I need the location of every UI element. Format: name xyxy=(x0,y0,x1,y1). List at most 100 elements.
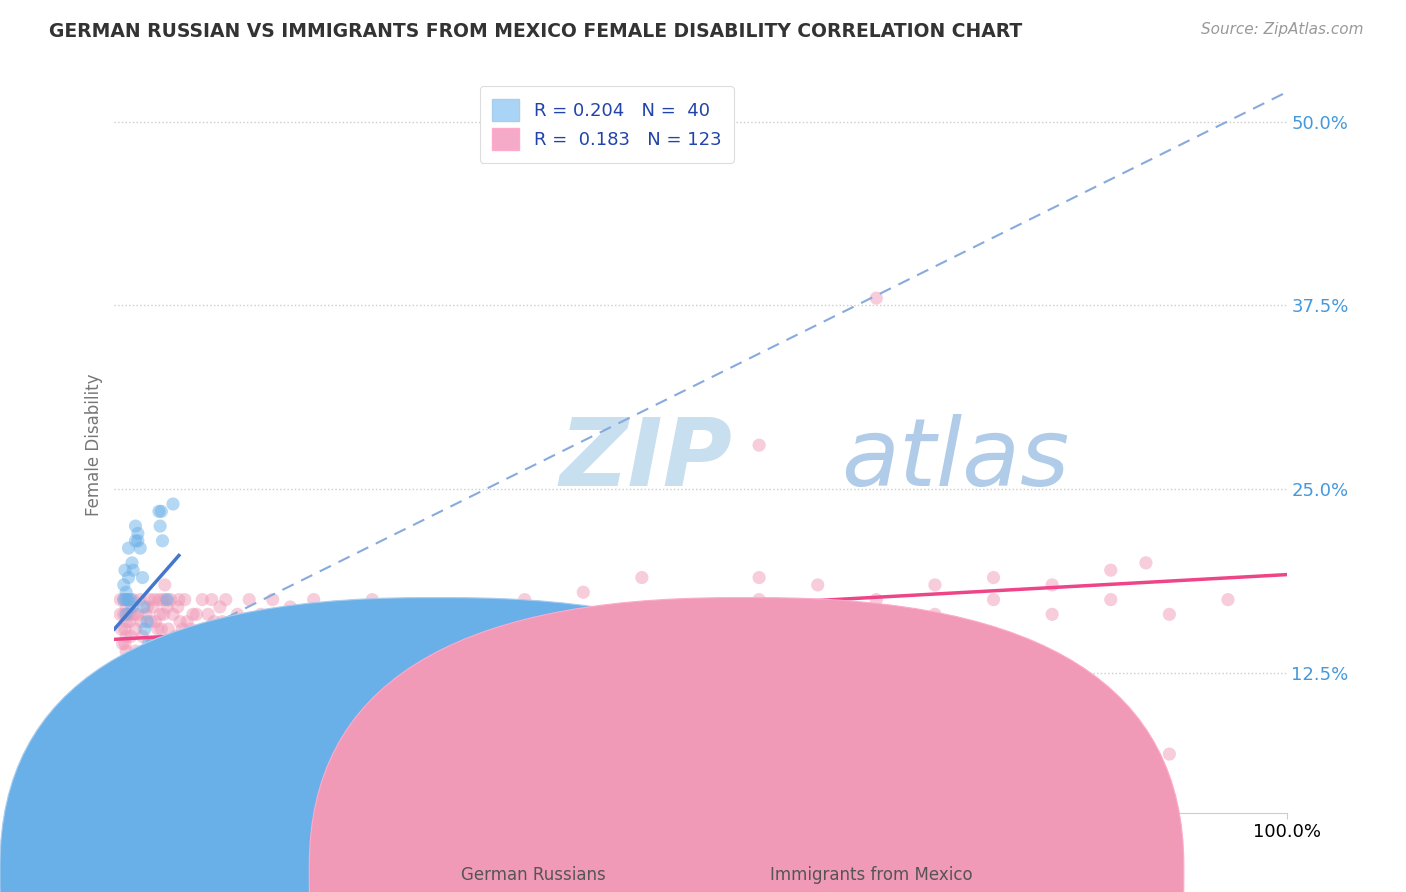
Point xyxy=(153,578,176,592)
Point xyxy=(278,599,301,614)
Point xyxy=(114,637,136,651)
Point xyxy=(238,592,260,607)
Point xyxy=(297,629,319,643)
Point xyxy=(112,578,135,592)
Point xyxy=(112,739,135,754)
Point xyxy=(200,622,222,636)
Point xyxy=(156,592,179,607)
Text: German Russians: German Russians xyxy=(461,866,606,884)
Point xyxy=(243,732,266,747)
Point xyxy=(221,622,243,636)
Point xyxy=(208,599,231,614)
Point xyxy=(291,607,314,622)
Point xyxy=(631,629,654,643)
Point xyxy=(176,615,198,629)
Point xyxy=(807,629,830,643)
Point xyxy=(138,791,160,805)
Text: Source: ZipAtlas.com: Source: ZipAtlas.com xyxy=(1201,22,1364,37)
Text: Immigrants from Mexico: Immigrants from Mexico xyxy=(770,866,973,884)
Point xyxy=(131,570,153,584)
Point xyxy=(149,519,172,533)
Point xyxy=(865,291,887,305)
Point xyxy=(173,666,195,681)
Point xyxy=(129,592,152,607)
Point xyxy=(326,622,349,636)
Point xyxy=(865,622,887,636)
Point xyxy=(117,592,139,607)
Point xyxy=(689,599,711,614)
Point xyxy=(110,592,132,607)
Point xyxy=(124,622,146,636)
Point xyxy=(924,578,946,592)
Point xyxy=(924,629,946,643)
Point xyxy=(180,622,202,636)
Point xyxy=(159,644,181,658)
Point xyxy=(129,541,152,556)
Point xyxy=(226,607,249,622)
Point xyxy=(337,599,360,614)
Point xyxy=(689,658,711,673)
Point xyxy=(110,607,132,622)
Point xyxy=(124,607,146,622)
Point xyxy=(215,592,238,607)
Point xyxy=(513,592,536,607)
Point xyxy=(302,592,325,607)
Point xyxy=(136,599,159,614)
Point xyxy=(122,592,145,607)
Point xyxy=(129,732,152,747)
Point xyxy=(1040,578,1063,592)
Point xyxy=(572,681,595,695)
Point xyxy=(169,615,191,629)
Point xyxy=(139,615,162,629)
Point xyxy=(118,615,141,629)
Point xyxy=(1135,556,1157,570)
Point xyxy=(924,607,946,622)
Point xyxy=(454,651,477,665)
Point xyxy=(122,563,145,577)
Point xyxy=(142,599,165,614)
Point xyxy=(243,651,266,665)
Point xyxy=(187,629,209,643)
Point xyxy=(221,658,243,673)
Point xyxy=(273,637,295,651)
Point xyxy=(349,622,371,636)
Point xyxy=(145,747,167,761)
Point xyxy=(148,592,170,607)
Text: GERMAN RUSSIAN VS IMMIGRANTS FROM MEXICO FEMALE DISABILITY CORRELATION CHART: GERMAN RUSSIAN VS IMMIGRANTS FROM MEXICO… xyxy=(49,22,1022,41)
Point xyxy=(267,666,290,681)
Point xyxy=(201,592,224,607)
Point xyxy=(143,592,166,607)
Point xyxy=(135,644,157,658)
Point xyxy=(117,541,139,556)
Point xyxy=(149,607,172,622)
Point xyxy=(115,629,138,643)
Point xyxy=(152,607,174,622)
Point xyxy=(162,497,184,511)
Point xyxy=(631,607,654,622)
Point xyxy=(150,504,173,518)
Point xyxy=(127,607,149,622)
Point xyxy=(162,651,184,665)
Point xyxy=(120,629,142,643)
Point xyxy=(285,622,308,636)
Point xyxy=(121,607,143,622)
Point xyxy=(138,717,160,731)
Point xyxy=(150,622,173,636)
Point xyxy=(117,755,139,769)
Point xyxy=(132,651,155,665)
Point xyxy=(121,556,143,570)
Point xyxy=(830,599,852,614)
Point xyxy=(173,592,195,607)
Point xyxy=(114,622,136,636)
Point xyxy=(572,658,595,673)
Point xyxy=(145,637,167,651)
Point xyxy=(232,622,254,636)
Point xyxy=(807,578,830,592)
Point xyxy=(748,615,770,629)
Point xyxy=(117,607,139,622)
Point xyxy=(156,599,179,614)
Point xyxy=(179,629,201,643)
Point xyxy=(454,599,477,614)
Point xyxy=(631,570,654,584)
Point xyxy=(172,622,194,636)
